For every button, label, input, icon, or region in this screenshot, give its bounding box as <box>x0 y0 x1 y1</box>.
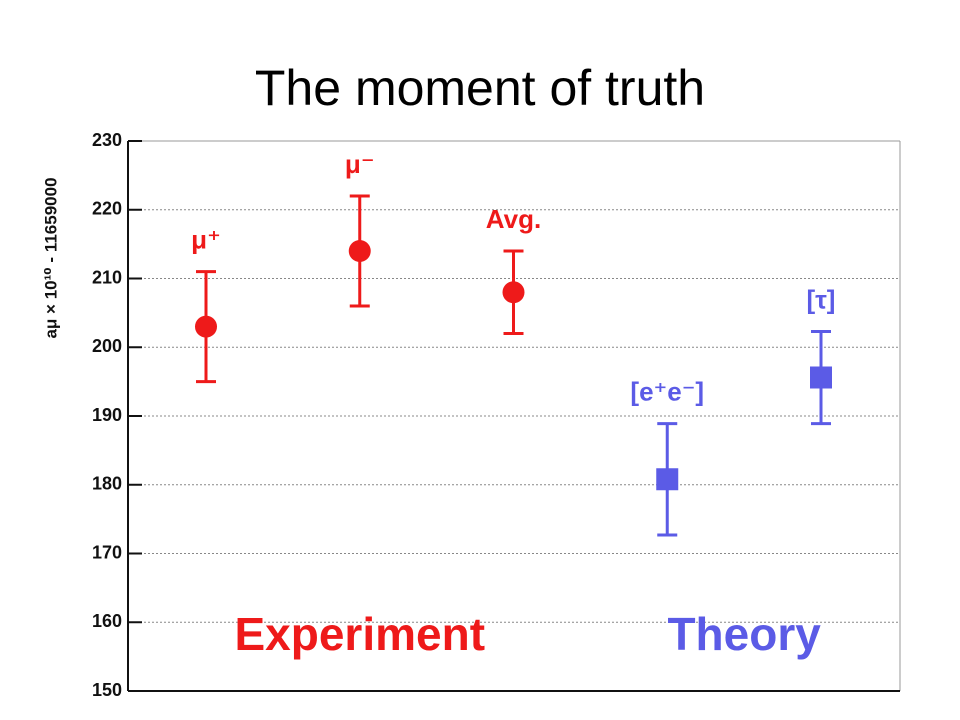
y-tick-label: 150 <box>92 680 122 700</box>
y-tick-label: 220 <box>92 199 122 219</box>
point-label: μ⁺ <box>191 225 221 255</box>
point-label: μ⁻ <box>345 149 375 179</box>
y-tick-label: 210 <box>92 267 122 287</box>
y-tick-label: 230 <box>92 130 122 150</box>
group-label: Experiment <box>234 608 485 660</box>
point-label: [e⁺e⁻] <box>630 376 704 406</box>
y-tick-label: 170 <box>92 542 122 562</box>
point <box>348 240 371 262</box>
point-label: Avg. <box>486 204 541 234</box>
y-tick-label: 160 <box>92 611 122 631</box>
point-label: [τ] <box>807 284 836 314</box>
y-axis-title: aμ × 10¹⁰ - 11659000 <box>41 177 60 338</box>
y-tick-label: 200 <box>92 336 122 356</box>
point <box>656 468 679 491</box>
y-tick-label: 180 <box>92 474 122 494</box>
point <box>502 281 525 304</box>
point <box>810 366 832 389</box>
slide-title: The moment of truth <box>255 60 705 116</box>
point <box>195 315 217 338</box>
group-label: Theory <box>667 608 821 660</box>
y-tick-label: 190 <box>92 405 122 425</box>
